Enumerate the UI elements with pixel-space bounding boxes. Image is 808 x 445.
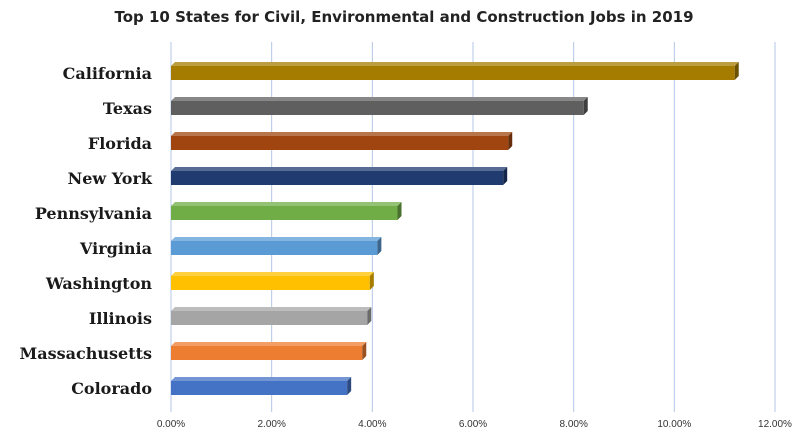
bar: [171, 311, 368, 325]
bar: [171, 136, 509, 150]
bar-washington: [171, 272, 374, 290]
bar-california: [171, 62, 739, 80]
bar-side-face: [362, 342, 367, 360]
bar: [171, 381, 348, 395]
x-tick-label: 2.00%: [257, 419, 285, 430]
bar: [171, 346, 363, 360]
bar-side-face: [369, 272, 374, 290]
bar-side-face: [347, 377, 352, 395]
bar-massachusetts: [171, 342, 367, 360]
bar-side-face: [508, 132, 513, 150]
bar-pennsylvania: [171, 202, 402, 220]
category-label: New York: [68, 169, 153, 188]
category-label: Colorado: [71, 379, 152, 398]
bar-top-face: [171, 97, 588, 101]
x-tick-label: 8.00%: [559, 419, 587, 430]
category-label: Massachusetts: [20, 344, 152, 363]
bar-side-face: [734, 62, 739, 80]
bars: [171, 62, 739, 395]
category-label: Pennsylvania: [35, 204, 152, 223]
bar-side-face: [583, 97, 588, 115]
bar-top-face: [171, 167, 508, 171]
bar-side-face: [397, 202, 402, 220]
x-tick-label: 12.00%: [758, 419, 792, 430]
x-tick-label: 10.00%: [657, 419, 691, 430]
bar-top-face: [171, 342, 367, 346]
bar: [171, 241, 378, 255]
bar-side-face: [367, 307, 372, 325]
x-tick-label: 0.00%: [157, 419, 185, 430]
bar-top-face: [171, 237, 382, 241]
bar: [171, 276, 370, 290]
bar-side-face: [377, 237, 382, 255]
chart-title: Top 10 States for Civil, Environmental a…: [114, 8, 694, 26]
bar-florida: [171, 132, 513, 150]
category-label: Texas: [103, 99, 152, 118]
category-label: Washington: [45, 274, 153, 293]
bar-illinois: [171, 307, 372, 325]
bar-top-face: [171, 202, 402, 206]
bar-top-face: [171, 272, 374, 276]
bar-top-face: [171, 377, 352, 381]
bar-top-face: [171, 307, 372, 311]
category-label: California: [63, 64, 152, 83]
bar-top-face: [171, 132, 513, 136]
bar-top-face: [171, 62, 739, 66]
bar-side-face: [503, 167, 508, 185]
bar: [171, 206, 398, 220]
bar-new-york: [171, 167, 508, 185]
bar-virginia: [171, 237, 382, 255]
category-label: Illinois: [89, 309, 152, 328]
x-tick-label: 4.00%: [358, 419, 386, 430]
bar: [171, 171, 504, 185]
category-labels: California Texas Florida New York Pennsylvan…: [20, 64, 153, 398]
category-label: Virginia: [79, 239, 152, 258]
bar-colorado: [171, 377, 352, 395]
bar: [171, 101, 584, 115]
bar-texas: [171, 97, 588, 115]
bar: [171, 66, 735, 80]
x-tick-label: 6.00%: [459, 419, 487, 430]
category-label: Florida: [88, 134, 152, 153]
x-axis-tick-labels: 0.00% 2.00% 4.00% 6.00% 8.00% 10.00% 12.00%: [157, 419, 792, 430]
